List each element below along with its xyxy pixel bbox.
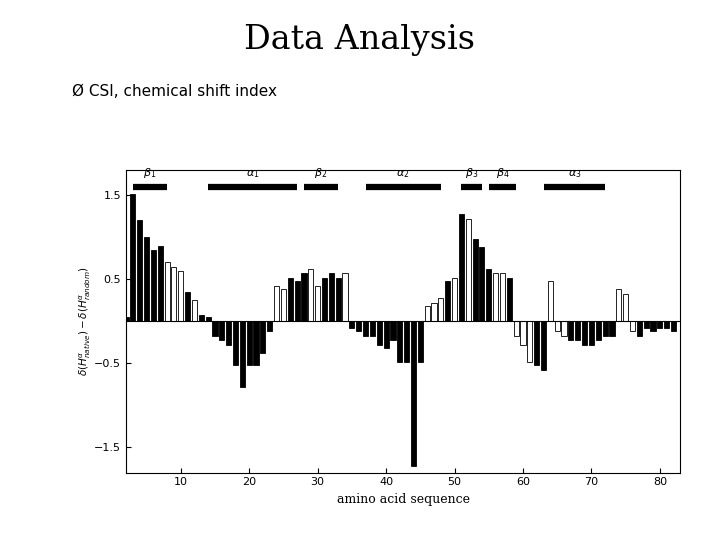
Bar — [370, 321, 375, 336]
Bar — [220, 321, 225, 340]
Bar — [541, 321, 546, 370]
Bar — [164, 262, 170, 321]
Bar — [212, 321, 217, 336]
Bar — [616, 289, 621, 321]
Bar — [623, 294, 629, 321]
Bar — [329, 273, 334, 321]
Bar — [664, 321, 670, 328]
Bar — [568, 321, 573, 340]
Bar — [595, 321, 600, 340]
Bar — [130, 194, 135, 321]
Bar — [356, 321, 361, 332]
Bar — [650, 321, 656, 332]
Bar — [671, 321, 676, 332]
Text: $\beta_3$: $\beta_3$ — [465, 166, 478, 180]
Text: Data Analysis: Data Analysis — [245, 24, 475, 56]
Bar — [404, 321, 409, 362]
Bar — [425, 306, 430, 321]
Bar — [294, 281, 300, 321]
Bar — [500, 273, 505, 321]
Bar — [233, 321, 238, 365]
Bar — [554, 321, 559, 332]
Bar — [384, 321, 389, 348]
Bar — [192, 300, 197, 321]
Bar — [137, 220, 143, 321]
Bar — [308, 269, 313, 321]
Bar — [480, 247, 485, 321]
Bar — [513, 321, 518, 336]
Bar — [349, 321, 354, 328]
Bar — [315, 286, 320, 321]
Bar — [486, 269, 491, 321]
Bar — [144, 237, 149, 321]
Bar — [322, 278, 327, 321]
Bar — [445, 281, 450, 321]
Bar — [274, 286, 279, 321]
Text: $\alpha_1$: $\alpha_1$ — [246, 168, 259, 180]
Bar — [534, 321, 539, 365]
Bar — [158, 246, 163, 321]
Bar — [206, 317, 211, 321]
Bar — [657, 321, 662, 328]
Bar — [226, 321, 231, 345]
Bar — [171, 267, 176, 321]
Bar — [343, 273, 348, 321]
Bar — [431, 303, 436, 321]
Bar — [117, 317, 122, 321]
Bar — [363, 321, 368, 336]
Text: $\alpha_2$: $\alpha_2$ — [397, 168, 410, 180]
Bar — [336, 278, 341, 321]
Bar — [261, 321, 266, 353]
Y-axis label: $\delta(H^\alpha_{native}) - \delta(H^\alpha_{random})$: $\delta(H^\alpha_{native}) - \delta(H^\a… — [77, 266, 93, 376]
Bar — [150, 250, 156, 321]
Text: Ø CSI, chemical shift index: Ø CSI, chemical shift index — [72, 84, 277, 99]
Bar — [521, 321, 526, 345]
Bar — [452, 278, 457, 321]
Bar — [185, 292, 190, 321]
Bar — [247, 321, 252, 365]
Bar — [589, 321, 594, 345]
Bar — [123, 317, 129, 321]
Bar — [199, 315, 204, 321]
Bar — [281, 289, 286, 321]
Bar — [411, 321, 416, 466]
Bar — [603, 321, 608, 336]
Bar — [459, 214, 464, 321]
Bar — [582, 321, 587, 345]
X-axis label: amino acid sequence: amino acid sequence — [337, 493, 469, 506]
Bar — [630, 321, 635, 332]
Bar — [493, 273, 498, 321]
Text: $\alpha_3$: $\alpha_3$ — [567, 168, 581, 180]
Bar — [575, 321, 580, 340]
Bar — [302, 273, 307, 321]
Bar — [609, 321, 615, 336]
Bar — [438, 298, 444, 321]
Bar — [472, 239, 477, 321]
Bar — [178, 271, 184, 321]
Text: $\beta_4$: $\beta_4$ — [495, 166, 509, 180]
Bar — [636, 321, 642, 336]
Bar — [240, 321, 245, 387]
Bar — [397, 321, 402, 362]
Bar — [562, 321, 567, 336]
Text: $\beta_2$: $\beta_2$ — [315, 166, 328, 180]
Bar — [390, 321, 395, 340]
Bar — [288, 278, 293, 321]
Bar — [507, 278, 512, 321]
Bar — [548, 281, 553, 321]
Bar — [466, 219, 471, 321]
Bar — [418, 321, 423, 362]
Bar — [377, 321, 382, 345]
Bar — [253, 321, 258, 365]
Bar — [644, 321, 649, 328]
Bar — [267, 321, 272, 332]
Text: $\beta_1$: $\beta_1$ — [143, 166, 157, 180]
Bar — [527, 321, 532, 362]
